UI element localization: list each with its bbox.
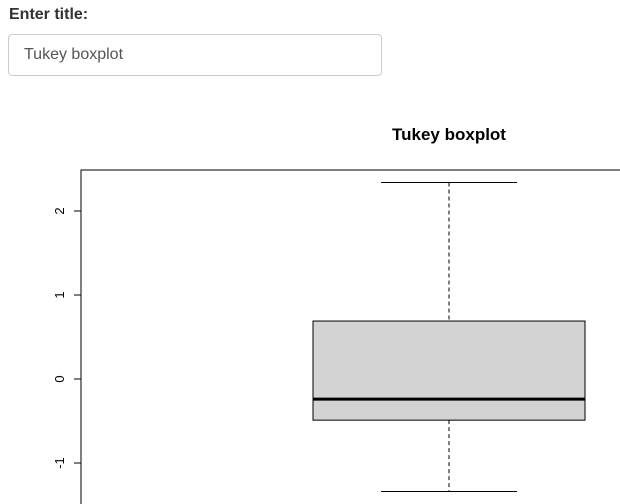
plot-output: Tukey boxplot -1 0 1 2 bbox=[0, 100, 620, 504]
y-axis: -1 0 1 2 bbox=[52, 207, 81, 469]
title-input[interactable] bbox=[8, 34, 382, 76]
boxplot bbox=[312, 181, 586, 493]
y-tick-label: 0 bbox=[52, 375, 67, 382]
chart-title: Tukey boxplot bbox=[392, 125, 506, 144]
y-tick-label: -1 bbox=[52, 457, 67, 469]
y-tick-label: 1 bbox=[52, 291, 67, 298]
plot-frame bbox=[80, 169, 620, 504]
boxplot-chart: Tukey boxplot -1 0 1 2 bbox=[52, 125, 620, 504]
interquartile-box bbox=[312, 320, 586, 421]
y-tick-label: 2 bbox=[52, 207, 67, 214]
title-input-label: Enter title: bbox=[9, 6, 89, 23]
